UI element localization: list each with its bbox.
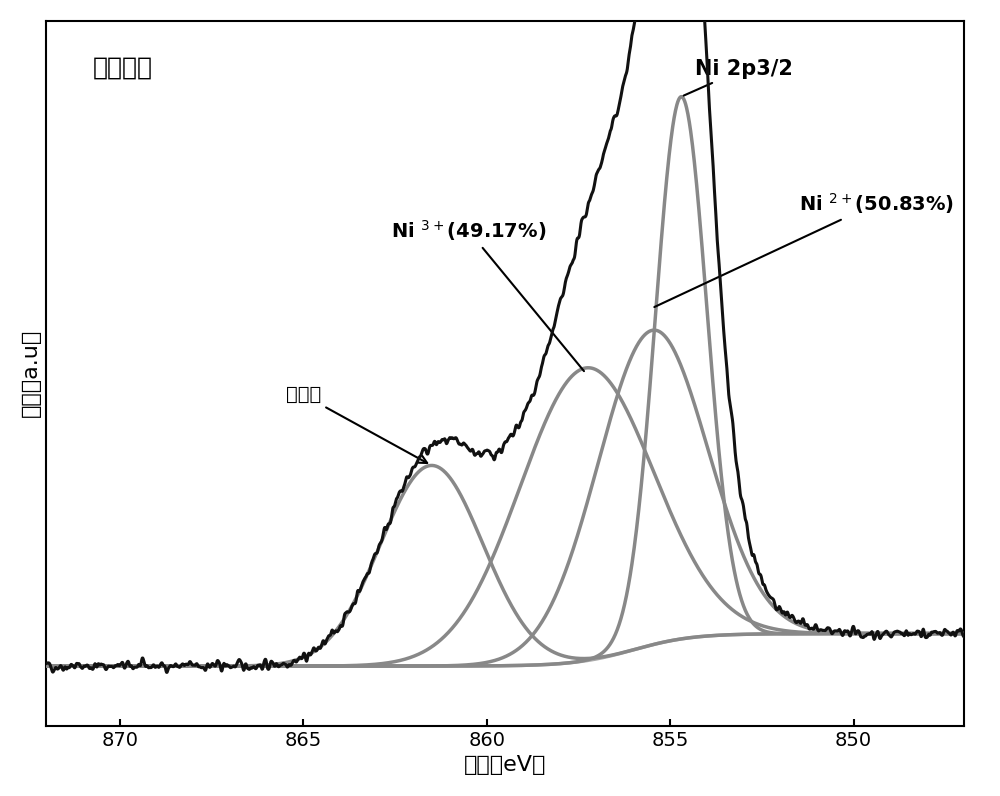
Text: Ni 2p3/2: Ni 2p3/2 <box>684 59 792 96</box>
Text: 卫星峰: 卫星峰 <box>286 385 427 463</box>
Text: 处理材料: 处理材料 <box>92 56 152 80</box>
Text: Ni $^{3+}$(49.17%): Ni $^{3+}$(49.17%) <box>391 218 584 371</box>
X-axis label: 键能（eV）: 键能（eV） <box>464 755 546 775</box>
Y-axis label: 强度（a.u）: 强度（a.u） <box>21 330 41 417</box>
Text: Ni $^{2+}$(50.83%): Ni $^{2+}$(50.83%) <box>654 191 954 307</box>
